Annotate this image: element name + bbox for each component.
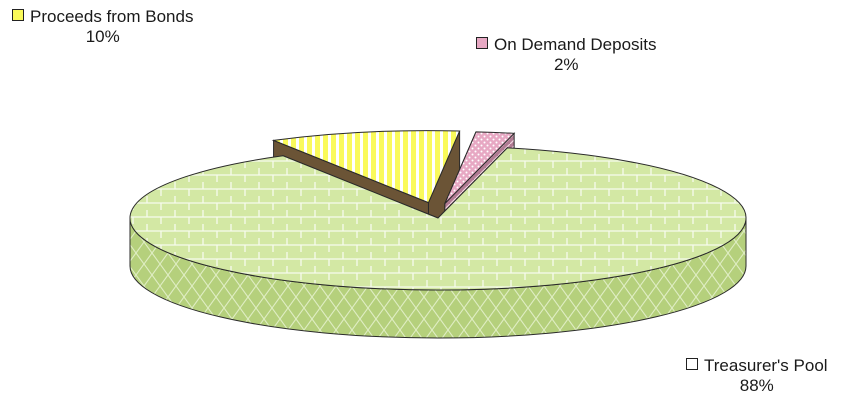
legend-swatch-bonds [12,9,24,21]
pie-slice-top-treasurers-pool [129,147,747,291]
slice-value-bonds: 10% [85,27,120,46]
slice-value-deposits: 2% [553,55,579,74]
pie-slices [129,130,747,339]
slice-label-deposits: On Demand Deposits [494,35,657,54]
slice-label-bonds: Proceeds from Bonds [30,7,194,26]
slice-label-treasurers-pool: Treasurer's Pool [704,356,828,375]
legend-swatch-deposits [476,37,488,49]
label-proceeds-from-bonds: Proceeds from Bonds 10% [12,7,193,47]
pie-slice-top-proceeds-from-bonds [271,130,461,204]
label-on-demand-deposits: On Demand Deposits 2% [476,35,657,75]
label-treasurers-pool: Treasurer's Pool 88% [686,356,828,396]
pie-slice-treasurers-pool [129,146,747,339]
pie-slice-top-on-demand-deposits [444,131,516,204]
slice-value-treasurers-pool: 88% [739,376,774,395]
legend-swatch-treasurers-pool [686,358,698,370]
